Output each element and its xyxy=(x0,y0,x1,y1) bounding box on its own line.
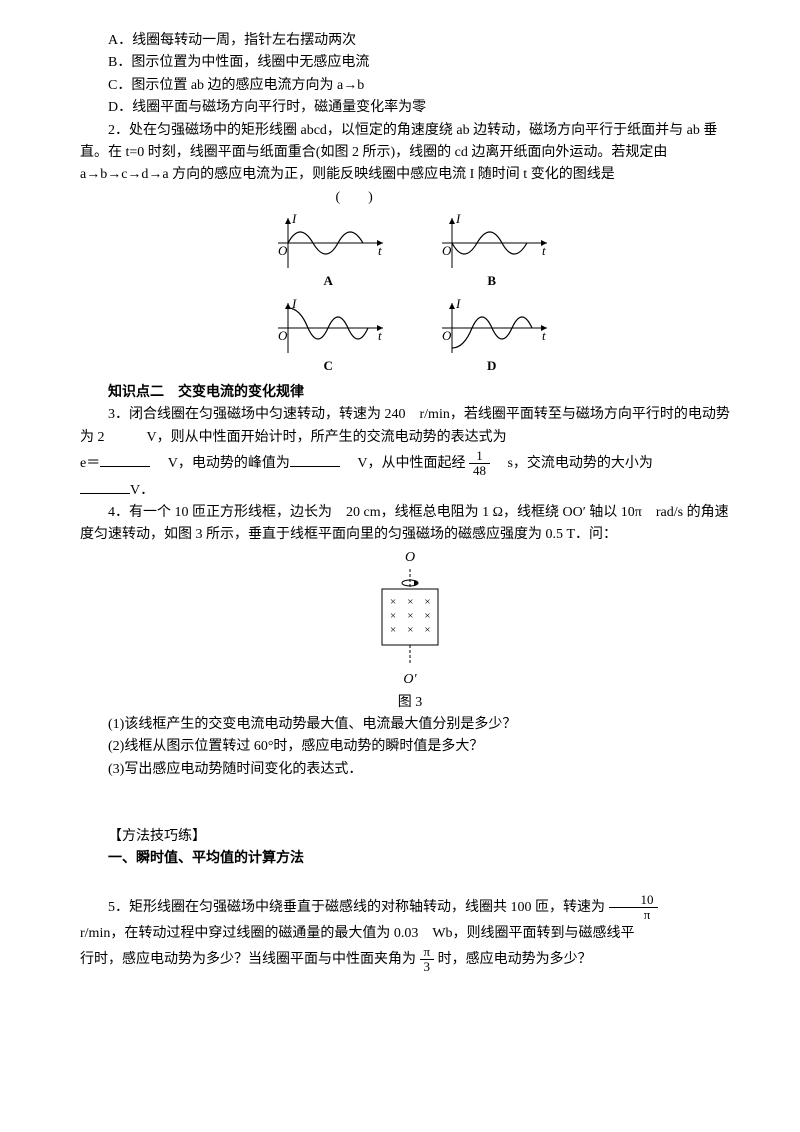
svg-text:× × ×: × × × xyxy=(390,610,431,622)
svg-text:O: O xyxy=(278,328,288,343)
svg-text:× × ×: × × × xyxy=(390,596,431,608)
label-b: B xyxy=(432,271,552,292)
q5-frac1: 10π xyxy=(609,893,658,923)
fig3-caption: 图 3 xyxy=(370,692,450,714)
q2-fig-row2: I t O C I t O D xyxy=(80,298,740,378)
q5-end: 时，感应电动势为多少？ xyxy=(438,952,592,967)
q4-sub3: (3)写出感应电动势随时间变化的表达式． xyxy=(80,759,740,781)
option-b: B．图示位置为中性面，线圈中无感应电流 xyxy=(80,52,740,74)
svg-text:O: O xyxy=(442,243,452,258)
frac-den: 3 xyxy=(420,960,435,974)
method-title2: 一、瞬时值、平均值的计算方法 xyxy=(80,848,740,870)
option-a: A．线圈每转动一周，指针左右摆动两次 xyxy=(80,30,740,52)
q2-text: 2．处在匀强磁场中的矩形线圈 abcd，以恒定的角速度绕 ab 边转动，磁场方向… xyxy=(80,120,740,210)
label-c: C xyxy=(268,356,388,377)
q2-fig-row1: I t O A I t O B xyxy=(80,213,740,293)
axis-i: I xyxy=(291,213,297,226)
method-title1: 【方法技巧练】 xyxy=(80,826,740,848)
wave-d-svg: I t O xyxy=(432,298,552,358)
kp2-title: 知识点二 交变电流的变化规律 xyxy=(80,382,740,404)
q5-line3: 行时，感应电动势为多少？当线圈平面与中性面夹角为 π3 时，感应电动势为多少？ xyxy=(80,945,740,975)
axis-t: t xyxy=(378,243,382,258)
q3-mid3: s，交流电动势的大小为 xyxy=(493,456,652,471)
svg-text:O: O xyxy=(442,328,452,343)
q5-line2: r/min，在转动过程中穿过线圈的磁通量的最大值为 0.03 Wb，则线圈平面转… xyxy=(80,923,740,945)
axis-o: O xyxy=(278,243,288,258)
option-c: C．图示位置 ab 边的感应电流方向为 a→b xyxy=(80,75,740,97)
option-d: D．线圈平面与磁场方向平行时，磁通量变化率为零 xyxy=(80,97,740,119)
q4-sub1: (1)该线框产生的交变电流电动势最大值、电流最大值分别是多少？ xyxy=(80,714,740,736)
svg-text:I: I xyxy=(291,298,297,311)
label-d: D xyxy=(432,356,552,377)
q4-svg: × × × × × × × × × xyxy=(370,569,450,669)
svg-text:I: I xyxy=(455,213,461,226)
wave-c-svg: I t O xyxy=(268,298,388,358)
label-a: A xyxy=(268,271,388,292)
q3-p2: e＝ V，电动势的峰值为 V，从中性面起经 148 s，交流电动势的大小为 V． xyxy=(80,449,740,502)
svg-text:t: t xyxy=(542,328,546,343)
q3-mid2: V，从中性面起经 xyxy=(343,456,465,471)
svg-text:t: t xyxy=(542,243,546,258)
q2-paren: ( ) xyxy=(336,190,373,205)
svg-text:I: I xyxy=(455,298,461,311)
blank-2[interactable] xyxy=(290,452,340,467)
frac-num: 10 xyxy=(609,893,658,908)
frac-num: π xyxy=(420,945,435,960)
q3-p1: 3．闭合线圈在匀强磁场中匀速转动，转速为 240 r/min，若线圈平面转至与磁… xyxy=(80,404,740,449)
svg-text:× × ×: × × × xyxy=(390,624,431,636)
q4-figure: O × × × × × × × × × O′ 图 3 xyxy=(80,547,740,714)
q3-mid1: V，电动势的峰值为 xyxy=(154,456,290,471)
q3-frac: 148 xyxy=(469,449,490,479)
q4-sub2: (2)线框从图示位置转过 60°时，感应电动势的瞬时值是多大？ xyxy=(80,736,740,758)
q5-mid2: 行时，感应电动势为多少？当线圈平面与中性面夹角为 xyxy=(80,952,416,967)
wave-a-svg: I t O xyxy=(268,213,388,273)
blank-3[interactable] xyxy=(80,479,130,494)
frac-den: 48 xyxy=(469,464,490,478)
wave-b-svg: I t O xyxy=(432,213,552,273)
q3-end: V． xyxy=(130,483,154,498)
fig-o-bottom: O′ xyxy=(370,669,450,691)
q5-pre: 5．矩形线圈在匀强磁场中绕垂直于磁感线的对称轴转动，线圈共 100 匝，转速为 xyxy=(108,900,605,915)
blank-1[interactable] xyxy=(100,452,150,467)
q5-frac2: π3 xyxy=(420,945,435,975)
q5-line1: 5．矩形线圈在匀强磁场中绕垂直于磁感线的对称轴转动，线圈共 100 匝，转速为 … xyxy=(80,893,740,923)
q4-text: 4．有一个 10 匝正方形线框，边长为 20 cm，线框总电阻为 1 Ω，线框绕… xyxy=(80,502,740,547)
fig-o-top: O xyxy=(370,547,450,569)
svg-text:t: t xyxy=(378,328,382,343)
frac-num: 1 xyxy=(469,449,490,464)
q3-pre: e＝ xyxy=(80,456,100,471)
q2-body: 2．处在匀强磁场中的矩形线圈 abcd，以恒定的角速度绕 ab 边转动，磁场方向… xyxy=(80,123,717,183)
frac-den: π xyxy=(609,908,658,922)
